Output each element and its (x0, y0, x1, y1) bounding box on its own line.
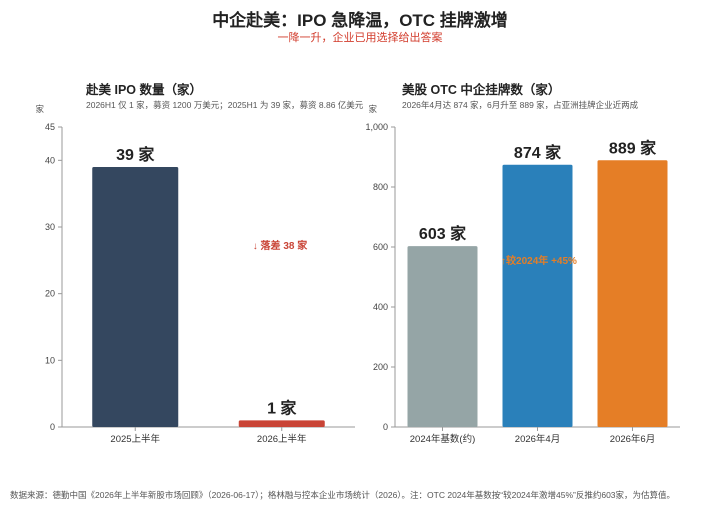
otc-x-tick-label-3: 2026年6月 (610, 433, 655, 445)
otc-x-tick-label-2: 2026年4月 (515, 433, 560, 445)
otc-annotation: ↑较2024年 +45% (501, 254, 577, 267)
ipo-y-tick-label: 30 (45, 222, 55, 232)
otc-y-tick-label: 800 (373, 182, 388, 192)
ipo-y-tick-label: 40 (45, 155, 55, 165)
ipo-x-tick-label-1: 2025上半年 (110, 433, 160, 445)
otc-chart-title: 美股 OTC 中企挂牌数（家） (402, 83, 561, 97)
otc-bar-2 (502, 164, 573, 428)
page-title: 中企赴美：IPO 急降温，OTC 挂牌激增 (212, 11, 508, 30)
otc-data-label-2: 874 家 (514, 143, 562, 162)
ipo-x-tick-label-2: 2026上半年 (257, 433, 307, 445)
otc-x-tick-label-1: 2024年基数(约) (410, 433, 475, 445)
otc-data-label-1: 603 家 (419, 224, 467, 243)
ipo-bar-1 (92, 167, 179, 427)
ipo-y-tick-label: 45 (45, 122, 55, 132)
ipo-chart-note: 2026H1 仅 1 家，募资 1200 万美元；2025H1 为 39 家，募… (86, 100, 364, 110)
otc-bar-3 (597, 160, 668, 428)
otc-y-tick-label: 400 (373, 302, 388, 312)
ipo-data-label-1: 39 家 (116, 145, 155, 164)
ipo-chart-title: 赴美 IPO 数量（家） (86, 83, 202, 97)
ipo-y-tick-label: 10 (45, 355, 55, 365)
ipo-y-unit-label: 家 (35, 104, 44, 114)
otc-bar-1 (407, 246, 478, 427)
source-footnote: 数据来源：德勤中国《2026年上半年新股市场回顾》（2026-06-17）；格林… (10, 490, 676, 500)
otc-y-tick-label: 600 (373, 242, 388, 252)
otc-y-tick-label: 200 (373, 362, 388, 372)
ipo-annotation: ↓ 落差 38 家 (253, 239, 308, 252)
ipo-data-label-2: 1 家 (267, 398, 297, 417)
otc-y-tick-label: 1,000 (365, 122, 388, 132)
ipo-y-tick-label: 0 (50, 422, 55, 432)
ipo-bar-2 (238, 420, 325, 427)
otc-chart-note: 2026年4月达 874 家，6月升至 889 家，占亚洲挂牌企业近两成 (402, 100, 639, 110)
otc-y-unit-label: 家 (368, 104, 377, 114)
otc-data-label-3: 889 家 (609, 138, 657, 157)
otc-y-tick-label: 0 (383, 422, 388, 432)
page-subtitle: 一降一升，企业已用选择给出答案 (277, 32, 443, 44)
ipo-y-tick-label: 20 (45, 289, 55, 299)
